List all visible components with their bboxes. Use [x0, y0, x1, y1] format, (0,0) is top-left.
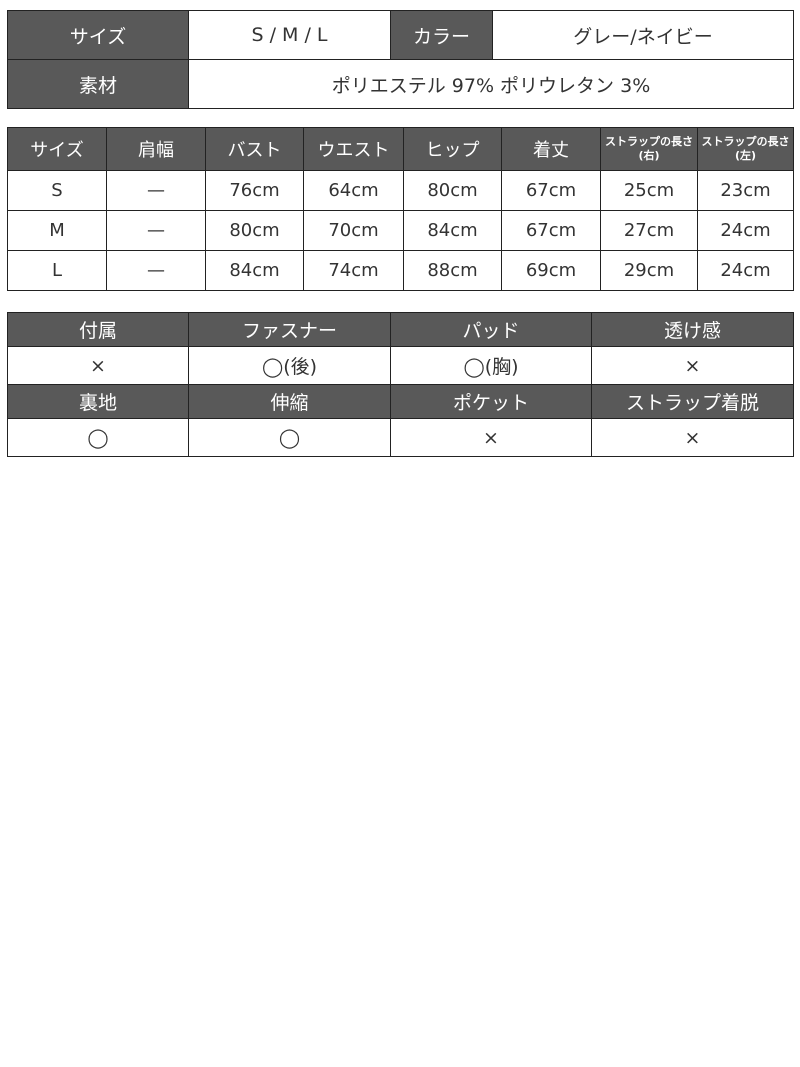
table-cell: 80cm [403, 170, 502, 211]
header-cell: ストラップの長さ(右) [600, 127, 698, 171]
header-cell: サイズ [7, 127, 107, 171]
header-cell: 着丈 [501, 127, 601, 171]
table-cell: 84cm [205, 250, 304, 291]
table-cell: 80cm [205, 210, 304, 251]
table-cell: 23cm [697, 170, 794, 211]
value-cell: ◯(後) [188, 346, 391, 385]
size-value: S / M / L [188, 10, 391, 60]
table-cell: L [7, 250, 107, 291]
table-cell: — [106, 170, 206, 211]
overview-table: サイズ S / M / L カラー グレー/ネイビー 素材 ポリエステル 97%… [7, 10, 794, 109]
size-label: サイズ [7, 10, 189, 60]
table-cell: 64cm [303, 170, 404, 211]
table-cell: 70cm [303, 210, 404, 251]
header-cell: 透け感 [591, 312, 794, 347]
table-cell: 29cm [600, 250, 698, 291]
table-cell: M [7, 210, 107, 251]
table-cell: 84cm [403, 210, 502, 251]
header-cell: ポケット [390, 384, 592, 419]
header-cell: ファスナー [188, 312, 391, 347]
value-cell: ◯ [188, 418, 391, 457]
table-cell: 67cm [501, 170, 601, 211]
table-cell: 74cm [303, 250, 404, 291]
table-row: M —80cm 70cm 84cm 67cm 27cm 24cm [7, 210, 794, 251]
header-cell: ストラップ着脱 [591, 384, 794, 419]
header-cell: ストラップの長さ(左) [697, 127, 794, 171]
table-cell: S [7, 170, 107, 211]
table-cell: 24cm [697, 250, 794, 291]
table-cell: 27cm [600, 210, 698, 251]
value-cell: × [390, 418, 592, 457]
table-cell: 25cm [600, 170, 698, 211]
value-cell: × [591, 346, 794, 385]
value-cell: × [591, 418, 794, 457]
value-cell: × [7, 346, 189, 385]
size-table-header: サイズ 肩幅 バスト ウエスト ヒップ 着丈 ストラップの長さ(右) ストラップ… [7, 127, 794, 171]
table-row: L —84cm 74cm 88cm 69cm 29cm 24cm [7, 250, 794, 291]
table-cell: — [106, 210, 206, 251]
color-value: グレー/ネイビー [492, 10, 794, 60]
table-cell: 67cm [501, 210, 601, 251]
material-value: ポリエステル 97% ポリウレタン 3% [188, 59, 794, 109]
value-cell: ◯(胸) [390, 346, 592, 385]
header-cell: バスト [205, 127, 304, 171]
size-table: サイズ 肩幅 バスト ウエスト ヒップ 着丈 ストラップの長さ(右) ストラップ… [7, 127, 794, 291]
header-cell: 付属 [7, 312, 189, 347]
table-cell: 69cm [501, 250, 601, 291]
features-table: 付属 ファスナー パッド 透け感 × ◯(後) ◯(胸) × 裏地 伸縮 ポケッ… [7, 312, 794, 457]
header-cell: 肩幅 [106, 127, 206, 171]
color-label: カラー [390, 10, 493, 60]
table-cell: — [106, 250, 206, 291]
header-cell: ウエスト [303, 127, 404, 171]
table-row: S —76cm 64cm 80cm 67cm 25cm 23cm [7, 170, 794, 211]
header-cell: 伸縮 [188, 384, 391, 419]
value-cell: ◯ [7, 418, 189, 457]
table-cell: 76cm [205, 170, 304, 211]
header-cell: 裏地 [7, 384, 189, 419]
table-cell: 24cm [697, 210, 794, 251]
header-cell: パッド [390, 312, 592, 347]
header-cell: ヒップ [403, 127, 502, 171]
table-cell: 88cm [403, 250, 502, 291]
material-label: 素材 [7, 59, 189, 109]
